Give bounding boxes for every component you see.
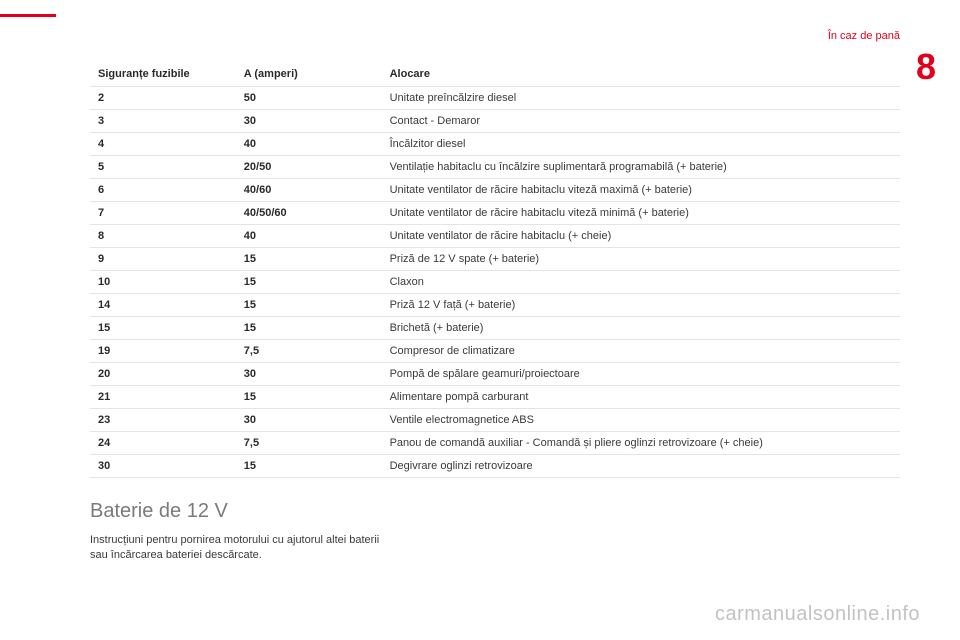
table-row: 440Încălzitor diesel (90, 133, 900, 156)
cell-amp: 50 (236, 87, 382, 110)
col-header-fuse: Siguranțe fuzibile (90, 62, 236, 87)
cell-alloc: Ventilație habitaclu cu încălzire suplim… (382, 156, 900, 179)
cell-fuse: 8 (90, 225, 236, 248)
page-content: Siguranțe fuzibile A (amperi) Alocare 25… (90, 62, 900, 564)
table-row: 1515Brichetă (+ baterie) (90, 317, 900, 340)
table-row: 520/50Ventilație habitaclu cu încălzire … (90, 156, 900, 179)
breadcrumb: În caz de pană (828, 30, 900, 42)
cell-amp: 15 (236, 455, 382, 478)
cell-fuse: 7 (90, 202, 236, 225)
col-header-amp: A (amperi) (236, 62, 382, 87)
table-row: 2115Alimentare pompă carburant (90, 386, 900, 409)
cell-fuse: 24 (90, 432, 236, 455)
table-row: 250Unitate preîncălzire diesel (90, 87, 900, 110)
table-header-row: Siguranțe fuzibile A (amperi) Alocare (90, 62, 900, 87)
table-row: 197,5Compresor de climatizare (90, 340, 900, 363)
cell-amp: 40 (236, 225, 382, 248)
cell-alloc: Contact - Demaror (382, 110, 900, 133)
cell-alloc: Degivrare oglinzi retrovizoare (382, 455, 900, 478)
cell-fuse: 4 (90, 133, 236, 156)
cell-fuse: 10 (90, 271, 236, 294)
cell-alloc: Pompă de spălare geamuri/proiectoare (382, 363, 900, 386)
cell-alloc: Compresor de climatizare (382, 340, 900, 363)
cell-fuse: 2 (90, 87, 236, 110)
col-header-alloc: Alocare (382, 62, 900, 87)
cell-amp: 40/60 (236, 179, 382, 202)
cell-alloc: Unitate ventilator de răcire habitaclu v… (382, 202, 900, 225)
chapter-number: 8 (916, 46, 936, 88)
cell-alloc: Panou de comandă auxiliar - Comandă și p… (382, 432, 900, 455)
cell-fuse: 19 (90, 340, 236, 363)
cell-fuse: 3 (90, 110, 236, 133)
cell-alloc: Unitate preîncălzire diesel (382, 87, 900, 110)
cell-amp: 15 (236, 248, 382, 271)
cell-fuse: 6 (90, 179, 236, 202)
cell-alloc: Unitate ventilator de răcire habitaclu v… (382, 179, 900, 202)
cell-alloc: Brichetă (+ baterie) (382, 317, 900, 340)
cell-fuse: 9 (90, 248, 236, 271)
table-row: 1015Claxon (90, 271, 900, 294)
cell-fuse: 20 (90, 363, 236, 386)
cell-fuse: 14 (90, 294, 236, 317)
cell-amp: 40 (236, 133, 382, 156)
cell-fuse: 5 (90, 156, 236, 179)
cell-alloc: Ventile electromagnetice ABS (382, 409, 900, 432)
cell-amp: 15 (236, 271, 382, 294)
cell-amp: 40/50/60 (236, 202, 382, 225)
table-row: 3015Degivrare oglinzi retrovizoare (90, 455, 900, 478)
table-row: 1415Priză 12 V față (+ baterie) (90, 294, 900, 317)
cell-alloc: Priză 12 V față (+ baterie) (382, 294, 900, 317)
table-row: 640/60Unitate ventilator de răcire habit… (90, 179, 900, 202)
cell-amp: 7,5 (236, 340, 382, 363)
cell-fuse: 30 (90, 455, 236, 478)
cell-amp: 7,5 (236, 432, 382, 455)
cell-fuse: 23 (90, 409, 236, 432)
cell-amp: 30 (236, 409, 382, 432)
table-row: 840Unitate ventilator de răcire habitacl… (90, 225, 900, 248)
accent-bar (0, 14, 56, 17)
cell-alloc: Alimentare pompă carburant (382, 386, 900, 409)
cell-amp: 15 (236, 317, 382, 340)
cell-amp: 30 (236, 110, 382, 133)
cell-fuse: 15 (90, 317, 236, 340)
cell-amp: 20/50 (236, 156, 382, 179)
cell-alloc: Claxon (382, 271, 900, 294)
table-row: 247,5Panou de comandă auxiliar - Comandă… (90, 432, 900, 455)
table-row: 2330Ventile electromagnetice ABS (90, 409, 900, 432)
section-body: Instrucțiuni pentru pornirea motorului c… (90, 533, 390, 564)
cell-alloc: Priză de 12 V spate (+ baterie) (382, 248, 900, 271)
watermark: carmanualsonline.info (715, 603, 920, 626)
cell-alloc: Încălzitor diesel (382, 133, 900, 156)
cell-amp: 30 (236, 363, 382, 386)
section-title: Baterie de 12 V (90, 500, 900, 523)
table-row: 2030Pompă de spălare geamuri/proiectoare (90, 363, 900, 386)
cell-alloc: Unitate ventilator de răcire habitaclu (… (382, 225, 900, 248)
cell-amp: 15 (236, 294, 382, 317)
cell-amp: 15 (236, 386, 382, 409)
table-row: 915Priză de 12 V spate (+ baterie) (90, 248, 900, 271)
table-row: 740/50/60Unitate ventilator de răcire ha… (90, 202, 900, 225)
cell-fuse: 21 (90, 386, 236, 409)
table-row: 330Contact - Demaror (90, 110, 900, 133)
fuse-table: Siguranțe fuzibile A (amperi) Alocare 25… (90, 62, 900, 478)
